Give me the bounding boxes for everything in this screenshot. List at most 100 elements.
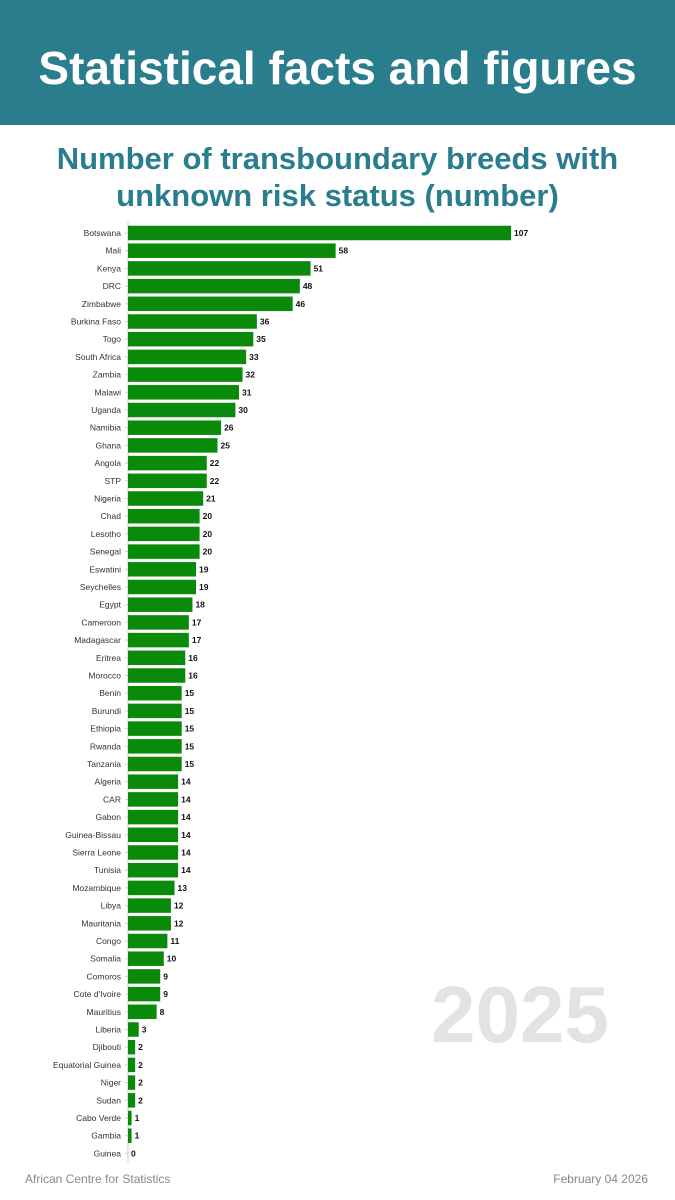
bar	[128, 1022, 139, 1037]
value-label: 19	[199, 582, 209, 592]
value-label: 16	[188, 671, 198, 681]
bar	[128, 650, 186, 666]
value-label: 19	[199, 564, 209, 574]
category-label: CAR	[103, 794, 121, 804]
value-label: 20	[203, 529, 213, 539]
value-label: 15	[185, 724, 195, 734]
bar	[128, 349, 247, 365]
value-label: 58	[339, 246, 349, 256]
bar	[128, 986, 161, 1002]
category-label: Lesotho	[91, 529, 122, 539]
value-label: 26	[224, 423, 234, 433]
bar	[128, 562, 197, 577]
bar	[128, 898, 171, 913]
bar	[128, 721, 182, 736]
value-label: 15	[185, 706, 195, 716]
bar	[128, 455, 207, 471]
value-label: 21	[206, 494, 216, 504]
year-watermark: 2025	[431, 970, 609, 1059]
bar	[128, 969, 161, 984]
value-label: 22	[210, 458, 220, 468]
category-label: Guinea	[94, 1148, 122, 1158]
value-label: 30	[238, 405, 248, 415]
category-label: Madagascar	[74, 635, 121, 645]
bar	[128, 1075, 136, 1090]
bar	[128, 597, 193, 612]
category-label: Seychelles	[80, 582, 121, 592]
bar	[128, 225, 512, 241]
header-title: Statistical facts and figures	[38, 42, 637, 94]
category-label: DRC	[103, 281, 121, 291]
value-label: 48	[303, 281, 313, 291]
category-label: Nigeria	[94, 494, 121, 504]
category-label: Zambia	[93, 370, 122, 380]
value-label: 14	[181, 812, 191, 822]
bar	[128, 1057, 136, 1073]
category-label: Rwanda	[90, 741, 121, 751]
bar	[128, 916, 171, 931]
value-label: 8	[160, 1007, 165, 1017]
category-label: Senegal	[90, 547, 121, 557]
category-label: Equatorial Guinea	[53, 1060, 121, 1070]
value-label: 20	[203, 511, 213, 521]
value-label: 33	[249, 352, 259, 362]
category-label: Libya	[101, 901, 122, 911]
value-label: 2	[138, 1042, 143, 1052]
bar	[128, 880, 175, 896]
category-label: Gambia	[91, 1131, 121, 1141]
value-label: 22	[210, 476, 220, 486]
category-label: Namibia	[90, 423, 121, 433]
category-label: Chad	[101, 511, 122, 521]
category-label: Algeria	[95, 777, 122, 787]
value-label: 17	[192, 617, 202, 627]
value-label: 36	[260, 317, 270, 327]
value-label: 51	[314, 263, 324, 273]
value-label: 14	[181, 794, 191, 804]
category-label: Egypt	[99, 600, 121, 610]
category-label: Tunisia	[94, 865, 121, 875]
category-label: Burkina Faso	[71, 317, 121, 327]
value-label: 2	[138, 1060, 143, 1070]
value-label: 16	[188, 653, 198, 663]
category-label: Gabon	[95, 812, 121, 822]
bar	[128, 845, 179, 860]
value-label: 18	[195, 600, 205, 610]
value-label: 14	[181, 830, 191, 840]
category-label: Mauritius	[87, 1007, 121, 1017]
category-label: Mali	[105, 246, 121, 256]
category-label: Angola	[95, 458, 122, 468]
header-banner: Statistical facts and figures	[0, 0, 675, 125]
value-label: 107	[514, 228, 528, 238]
bar	[128, 1110, 132, 1126]
value-label: 31	[242, 387, 252, 397]
value-label: 2	[138, 1078, 143, 1088]
chart-title-line-2: unknown risk status (number)	[116, 178, 559, 213]
category-label: Djibouti	[93, 1042, 121, 1052]
category-label: Malawi	[95, 387, 122, 397]
value-label: 15	[185, 759, 195, 769]
value-label: 0	[131, 1148, 136, 1158]
bar	[128, 827, 179, 843]
bar	[128, 1004, 157, 1020]
bar	[128, 774, 179, 789]
category-label: STP	[104, 476, 121, 486]
value-label: 13	[178, 883, 188, 893]
value-label: 14	[181, 777, 191, 787]
value-label: 12	[174, 918, 184, 928]
category-label: Cote d'Ivoire	[74, 989, 122, 999]
category-label: Cameroon	[81, 617, 121, 627]
footer-date: February 04 2026	[553, 1172, 648, 1186]
category-label: Congo	[96, 936, 121, 946]
category-label: Zimbabwe	[82, 299, 121, 309]
value-label: 14	[181, 848, 191, 858]
bar	[128, 632, 189, 648]
value-label: 25	[221, 440, 231, 450]
value-label: 2	[138, 1095, 143, 1105]
category-label: Guinea-Bissau	[65, 830, 121, 840]
category-label: Mozambique	[72, 883, 121, 893]
footer-source: African Centre for Statistics	[25, 1172, 171, 1186]
category-label: Benin	[99, 688, 121, 698]
bar	[128, 278, 300, 294]
bar	[128, 473, 207, 489]
value-label: 1	[135, 1113, 140, 1123]
